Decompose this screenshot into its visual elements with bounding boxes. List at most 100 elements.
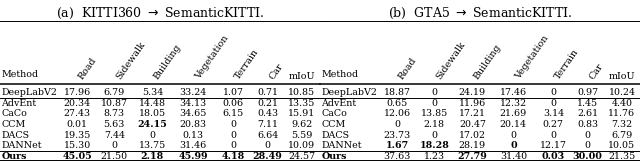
Text: AdvEnt: AdvEnt	[321, 99, 356, 108]
Text: 2.18: 2.18	[141, 152, 164, 161]
Text: CCM: CCM	[321, 120, 346, 129]
Text: CaCo: CaCo	[321, 109, 347, 118]
Text: 1.23: 1.23	[424, 152, 445, 161]
Text: 45.99: 45.99	[179, 152, 208, 161]
Text: 0.43: 0.43	[257, 109, 278, 118]
Text: 0: 0	[431, 99, 437, 108]
Text: 8.73: 8.73	[104, 109, 125, 118]
Text: Building: Building	[152, 42, 183, 81]
Text: 0: 0	[550, 99, 556, 108]
Text: mIoU: mIoU	[289, 72, 315, 81]
Text: 0.01: 0.01	[67, 120, 88, 129]
Text: 18.87: 18.87	[383, 88, 411, 97]
Text: 33.24: 33.24	[180, 88, 207, 97]
Text: 17.02: 17.02	[459, 131, 486, 140]
Text: 15.91: 15.91	[288, 109, 316, 118]
Text: 13.85: 13.85	[420, 109, 448, 118]
Text: 10.05: 10.05	[609, 141, 636, 150]
Text: 34.13: 34.13	[180, 99, 207, 108]
Text: 27.79: 27.79	[458, 152, 487, 161]
Text: DeepLabV2: DeepLabV2	[321, 88, 377, 97]
Text: 31.46: 31.46	[180, 141, 207, 150]
Text: 11.96: 11.96	[459, 99, 486, 108]
Text: 0: 0	[230, 120, 236, 129]
Text: 0: 0	[510, 131, 516, 140]
Text: 0: 0	[584, 131, 591, 140]
Text: mIoU: mIoU	[609, 72, 635, 81]
Text: Building: Building	[472, 42, 503, 81]
Text: (b)  GTA5 $\rightarrow$ SemanticKITTI.: (b) GTA5 $\rightarrow$ SemanticKITTI.	[388, 6, 572, 21]
Text: Terrain: Terrain	[554, 47, 580, 81]
Text: 18.28: 18.28	[419, 141, 449, 150]
Text: 0: 0	[394, 120, 400, 129]
Text: CCM: CCM	[1, 120, 26, 129]
Text: 18.05: 18.05	[139, 109, 166, 118]
Text: 12.17: 12.17	[540, 141, 567, 150]
Text: 13.75: 13.75	[139, 141, 166, 150]
Text: 0: 0	[431, 131, 437, 140]
Text: DACS: DACS	[321, 131, 349, 140]
Text: 0.06: 0.06	[223, 99, 244, 108]
Text: 20.14: 20.14	[500, 120, 527, 129]
Text: 5.59: 5.59	[291, 131, 312, 140]
Text: 0.65: 0.65	[387, 99, 408, 108]
Text: 21.50: 21.50	[100, 152, 128, 161]
Text: 0: 0	[230, 141, 236, 150]
Text: Sidewalk: Sidewalk	[435, 40, 467, 81]
Text: 3.14: 3.14	[543, 109, 564, 118]
Text: Method: Method	[321, 70, 358, 79]
Text: 9.62: 9.62	[291, 120, 312, 129]
Text: Car: Car	[268, 61, 285, 81]
Text: 2.61: 2.61	[577, 109, 598, 118]
Text: 27.43: 27.43	[63, 109, 91, 118]
Text: 4.18: 4.18	[221, 152, 245, 161]
Text: DANNet: DANNet	[321, 141, 362, 150]
Text: AdvEnt: AdvEnt	[1, 99, 36, 108]
Text: 1.07: 1.07	[223, 88, 244, 97]
Text: 14.48: 14.48	[139, 99, 166, 108]
Text: 0.13: 0.13	[183, 131, 204, 140]
Text: Terrain: Terrain	[234, 47, 260, 81]
Text: 0: 0	[550, 88, 556, 97]
Text: 15.30: 15.30	[63, 141, 91, 150]
Text: 0: 0	[264, 141, 271, 150]
Text: 28.49: 28.49	[253, 152, 282, 161]
Text: Vegetation: Vegetation	[193, 34, 230, 81]
Text: 0: 0	[510, 141, 516, 150]
Text: 0: 0	[149, 131, 156, 140]
Text: 0.03: 0.03	[541, 152, 565, 161]
Text: 17.96: 17.96	[63, 88, 91, 97]
Text: CaCo: CaCo	[1, 109, 27, 118]
Text: 12.32: 12.32	[500, 99, 527, 108]
Text: 1.67: 1.67	[385, 141, 409, 150]
Text: 45.05: 45.05	[62, 152, 92, 161]
Text: 37.63: 37.63	[383, 152, 411, 161]
Text: 0.27: 0.27	[543, 120, 564, 129]
Text: 28.19: 28.19	[459, 141, 486, 150]
Text: 0.97: 0.97	[577, 88, 598, 97]
Text: DeepLabV2: DeepLabV2	[1, 88, 57, 97]
Text: 17.46: 17.46	[500, 88, 527, 97]
Text: 7.44: 7.44	[104, 131, 125, 140]
Text: (a)  KITTI360 $\rightarrow$ SemanticKITTI.: (a) KITTI360 $\rightarrow$ SemanticKITTI…	[56, 6, 264, 21]
Text: Ours: Ours	[321, 152, 347, 161]
Text: 24.19: 24.19	[459, 88, 486, 97]
Text: 24.15: 24.15	[138, 120, 167, 129]
Text: 21.69: 21.69	[500, 109, 527, 118]
Text: 24.57: 24.57	[289, 152, 316, 161]
Text: 7.11: 7.11	[257, 120, 278, 129]
Text: 6.64: 6.64	[257, 131, 278, 140]
Text: 31.40: 31.40	[500, 152, 527, 161]
Text: Road: Road	[397, 55, 419, 81]
Text: 17.21: 17.21	[459, 109, 486, 118]
Text: 10.85: 10.85	[289, 88, 316, 97]
Text: 2.18: 2.18	[424, 120, 445, 129]
Text: 5.34: 5.34	[141, 88, 163, 97]
Text: 0.71: 0.71	[257, 88, 278, 97]
Text: Ours: Ours	[1, 152, 27, 161]
Text: 7.32: 7.32	[611, 120, 632, 129]
Text: 0: 0	[584, 141, 591, 150]
Text: 20.47: 20.47	[459, 120, 486, 129]
Text: 5.63: 5.63	[104, 120, 125, 129]
Text: 6.79: 6.79	[104, 88, 125, 97]
